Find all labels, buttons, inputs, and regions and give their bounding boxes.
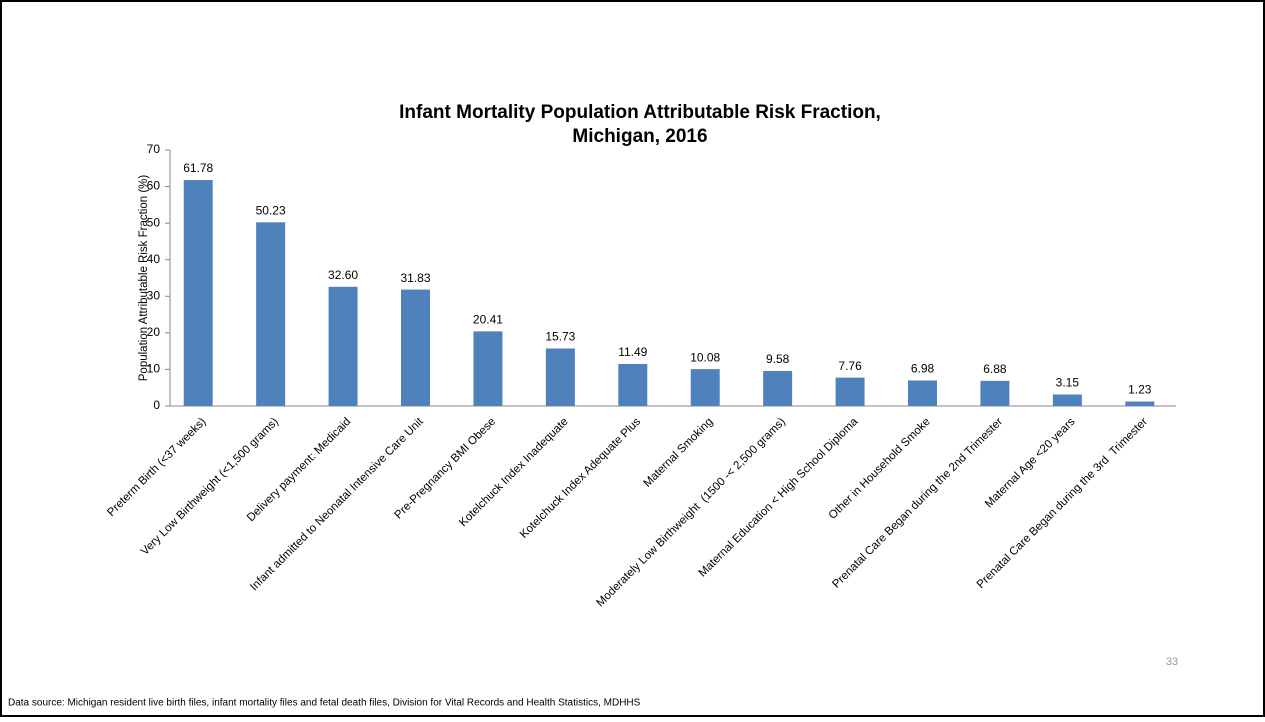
y-axis-title: Population Attributable Risk Fraction (%…	[138, 175, 150, 382]
y-tick-label: 70	[147, 142, 161, 156]
y-tick-label: 10	[147, 362, 161, 376]
data-label: 61.78	[183, 161, 213, 175]
data-label: 32.60	[328, 268, 358, 282]
y-tick-label: 0	[153, 398, 160, 412]
y-tick-label: 40	[147, 252, 161, 266]
bar	[908, 380, 937, 406]
data-label: 20.41	[473, 313, 503, 327]
bar	[473, 331, 503, 406]
data-label: 10.08	[690, 350, 720, 364]
data-label: 1.23	[1128, 383, 1152, 397]
y-tick-label: 30	[147, 288, 161, 302]
bar	[256, 222, 286, 406]
y-tick-label: 50	[147, 215, 161, 229]
bar	[401, 289, 430, 406]
data-label: 6.88	[983, 362, 1007, 376]
data-label: 7.76	[838, 359, 862, 373]
y-tick-label: 20	[147, 325, 161, 339]
bar	[1125, 401, 1155, 406]
data-label: 31.83	[400, 271, 430, 285]
bar	[545, 348, 575, 406]
data-label: 11.49	[618, 345, 647, 359]
data-label: 3.15	[1056, 376, 1080, 390]
bar	[690, 369, 720, 406]
y-tick-label: 60	[147, 179, 161, 193]
data-label: 9.58	[766, 352, 790, 366]
data-label: 6.98	[911, 362, 935, 376]
page-number: 33	[1166, 656, 1178, 668]
chart-title: Michigan, 2016	[572, 126, 707, 147]
bar	[1052, 394, 1082, 406]
data-label: 50.23	[256, 203, 286, 217]
bar	[835, 377, 865, 406]
source-note: Data source: Michigan resident live birt…	[8, 698, 641, 709]
bar	[618, 363, 648, 406]
bar	[183, 180, 213, 406]
bar	[763, 370, 793, 406]
data-label: 15.73	[545, 330, 575, 344]
bar	[328, 286, 358, 406]
chart-title: Infant Mortality Population Attributable…	[399, 102, 881, 123]
bar	[980, 380, 1010, 406]
